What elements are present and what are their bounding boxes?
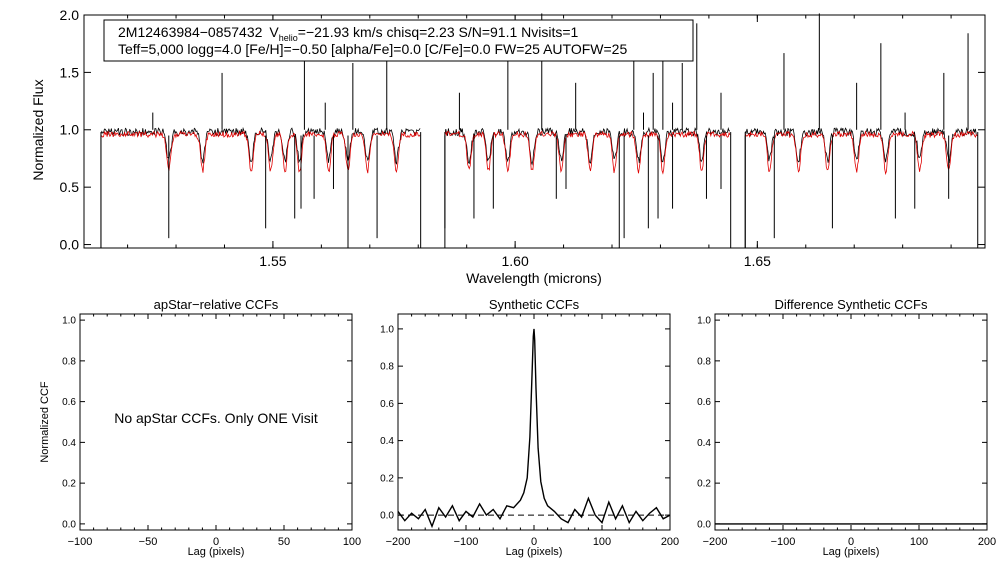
- synthetic-model-line: [444, 130, 731, 175]
- apstar-ccf-ylabel: Normalized CCF: [39, 381, 51, 463]
- x-tick-label: −50: [139, 536, 158, 548]
- synthetic-ccf-series-layer: [397, 328, 671, 529]
- x-tick-label: −200: [703, 536, 728, 548]
- y-tick-label: 1.0: [380, 324, 394, 335]
- apstar-ccf-xlabel: Lag (pixels): [188, 546, 245, 558]
- plot-frame: [714, 313, 988, 531]
- y-tick-label: 1.0: [62, 316, 76, 327]
- y-tick-label: 0.5: [60, 179, 80, 195]
- ccf-series-line: [397, 328, 671, 529]
- x-tick-label: 0: [531, 536, 537, 548]
- y-tick-label: 0.0: [697, 519, 711, 530]
- y-tick-label: 0.8: [380, 362, 394, 373]
- synthetic-ccf-title: Synthetic CCFs: [489, 297, 580, 312]
- plot-frame: [397, 313, 671, 531]
- x-tick-label: 1.55: [259, 253, 286, 269]
- apstar-ccf-panel: −100 −50 0 50 100 0.0 0.2 0.4 0.6 0.8 1.0 apStar−r…: [39, 297, 361, 558]
- spectrum-xlabel: Wavelength (microns): [466, 270, 602, 286]
- y-tick-label: 0.2: [697, 479, 711, 490]
- x-tick-label: 0: [213, 536, 219, 548]
- y-tick-label: 0.2: [380, 473, 394, 484]
- y-tick-label: 0.6: [62, 397, 76, 408]
- y-tick-label: 1.0: [697, 316, 711, 327]
- spectrum-panel: 1.55 1.60 1.65 0.0 0.5 1.0 1.5 2.0 2M12463984−0…: [30, 7, 986, 286]
- difference-ccf-axes-layer: −200 −100 0 100 200 0.0 0.2 0.4 0.6 0.8 1.0: [697, 313, 996, 548]
- difference-ccf-title: Difference Synthetic CCFs: [775, 297, 928, 312]
- y-tick-label: 0.6: [380, 399, 394, 410]
- x-tick-label: −100: [771, 536, 796, 548]
- synthetic-ccf-xlabel: Lag (pixels): [506, 546, 563, 558]
- spectrum-info-box: [103, 19, 694, 62]
- y-tick-label: 0.0: [62, 519, 76, 530]
- x-tick-label: 1.60: [501, 253, 528, 269]
- x-tick-label: 100: [343, 536, 361, 548]
- y-tick-label: 0.6: [697, 397, 711, 408]
- x-tick-label: −100: [68, 536, 93, 548]
- y-tick-label: 0.4: [380, 436, 394, 447]
- y-tick-label: 0.4: [697, 438, 711, 449]
- synthetic-model-line: [744, 130, 978, 176]
- y-tick-label: 0.0: [380, 511, 394, 522]
- spectrum-axes-layer: 1.55 1.60 1.65 0.0 0.5 1.0 1.5 2.0: [60, 7, 986, 269]
- y-tick-label: 1.0: [60, 122, 80, 138]
- x-tick-label: 0: [848, 536, 854, 548]
- observed-spectrum-line: [444, 126, 731, 166]
- y-tick-label: 1.5: [60, 64, 80, 80]
- spectrum-series-layer: [100, 13, 979, 248]
- difference-ccf-panel: −200 −100 0 100 200 0.0 0.2 0.4 0.6 0.8 1.0 Differ…: [697, 297, 996, 558]
- x-tick-label: −200: [386, 536, 411, 548]
- y-tick-label: 0.4: [62, 438, 76, 449]
- x-tick-label: 200: [978, 536, 996, 548]
- y-tick-label: 0.8: [62, 356, 76, 367]
- apstar-ccf-title: apStar−relative CCFs: [154, 297, 279, 312]
- apstar-ccf-axes-layer: −100 −50 0 50 100 0.0 0.2 0.4 0.6 0.8 1.0: [62, 313, 361, 548]
- spectrum-info-line1: 2M12463984−0857432 Vhelio=−21.93 km/s chi…: [118, 24, 579, 43]
- y-tick-label: 0.8: [697, 356, 711, 367]
- spectrum-info-line2: Teff=5,000 logg=4.0 [Fe/H]=−0.50 [alpha/…: [118, 41, 627, 57]
- difference-ccf-xlabel: Lag (pixels): [823, 546, 880, 558]
- x-tick-label: 200: [661, 536, 679, 548]
- x-tick-label: 100: [593, 536, 611, 548]
- synthetic-model-line: [100, 130, 421, 174]
- plot-frame: [83, 14, 986, 249]
- y-tick-label: 2.0: [60, 7, 80, 23]
- x-tick-label: 1.65: [744, 253, 771, 269]
- x-tick-label: 50: [278, 536, 290, 548]
- x-tick-label: 100: [910, 536, 928, 548]
- x-tick-label: −100: [454, 536, 479, 548]
- spectrum-ylabel: Normalized Flux: [30, 79, 46, 180]
- apstar-ccf-annotation: No apStar CCFs. Only ONE Visit: [114, 410, 318, 426]
- synthetic-ccf-panel: −200 −100 0 100 200 0.0 0.2 0.4 0.6 0.8 1.0 Synthe…: [380, 297, 679, 558]
- y-tick-label: 0.2: [62, 479, 76, 490]
- y-tick-label: 0.0: [60, 236, 80, 252]
- synthetic-ccf-axes-layer: −200 −100 0 100 200 0.0 0.2 0.4 0.6 0.8 1.0: [380, 313, 679, 548]
